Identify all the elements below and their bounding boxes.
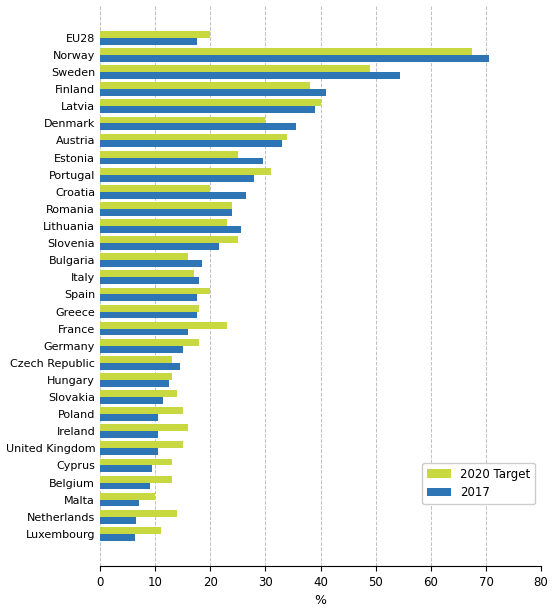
Bar (100, 116, 265, 123)
Bar (100, 329, 188, 335)
Bar (100, 236, 238, 243)
Bar (100, 363, 180, 370)
Bar (100, 55, 489, 62)
Legend: 2020 Target, 2017: 2020 Target, 2017 (422, 463, 535, 504)
Bar (100, 534, 135, 541)
Bar (100, 72, 401, 79)
Bar (100, 500, 138, 506)
Bar (100, 243, 219, 250)
Bar (100, 465, 152, 472)
Bar (100, 339, 199, 346)
Bar (100, 493, 155, 500)
Bar (100, 140, 282, 147)
Bar (100, 31, 211, 38)
Bar (100, 48, 472, 55)
Bar (100, 38, 197, 45)
Bar (100, 134, 288, 140)
Bar (100, 168, 271, 175)
Bar (100, 226, 240, 233)
Bar (100, 356, 172, 363)
Bar (100, 510, 177, 517)
Bar (100, 322, 227, 329)
Bar (100, 448, 158, 455)
Bar (100, 89, 326, 96)
Bar (100, 202, 232, 209)
Bar (100, 209, 232, 216)
Bar (100, 305, 199, 311)
Bar (100, 441, 183, 448)
Bar (100, 517, 136, 524)
Bar (100, 65, 370, 72)
Bar (100, 311, 197, 318)
Bar (100, 414, 158, 421)
Bar (100, 219, 227, 226)
Bar (100, 175, 254, 181)
Bar (100, 106, 315, 113)
Bar (100, 185, 211, 192)
X-axis label: %: % (315, 595, 326, 607)
Bar (100, 482, 150, 489)
Bar (100, 373, 172, 380)
Bar (100, 158, 263, 164)
Bar (100, 82, 310, 89)
Bar (100, 192, 246, 199)
Bar (100, 390, 177, 397)
Bar (100, 459, 172, 465)
Bar (100, 431, 158, 438)
Bar (100, 287, 211, 294)
Bar (100, 527, 161, 534)
Bar (100, 151, 238, 158)
Bar (100, 270, 194, 277)
Bar (100, 424, 188, 431)
Bar (100, 260, 202, 267)
Bar (100, 123, 296, 130)
Bar (100, 476, 172, 482)
Bar (100, 277, 199, 284)
Bar (100, 380, 169, 387)
Bar (100, 346, 183, 352)
Bar (100, 294, 197, 301)
Bar (100, 99, 321, 106)
Bar (100, 407, 183, 414)
Bar (100, 253, 188, 260)
Bar (100, 397, 163, 404)
